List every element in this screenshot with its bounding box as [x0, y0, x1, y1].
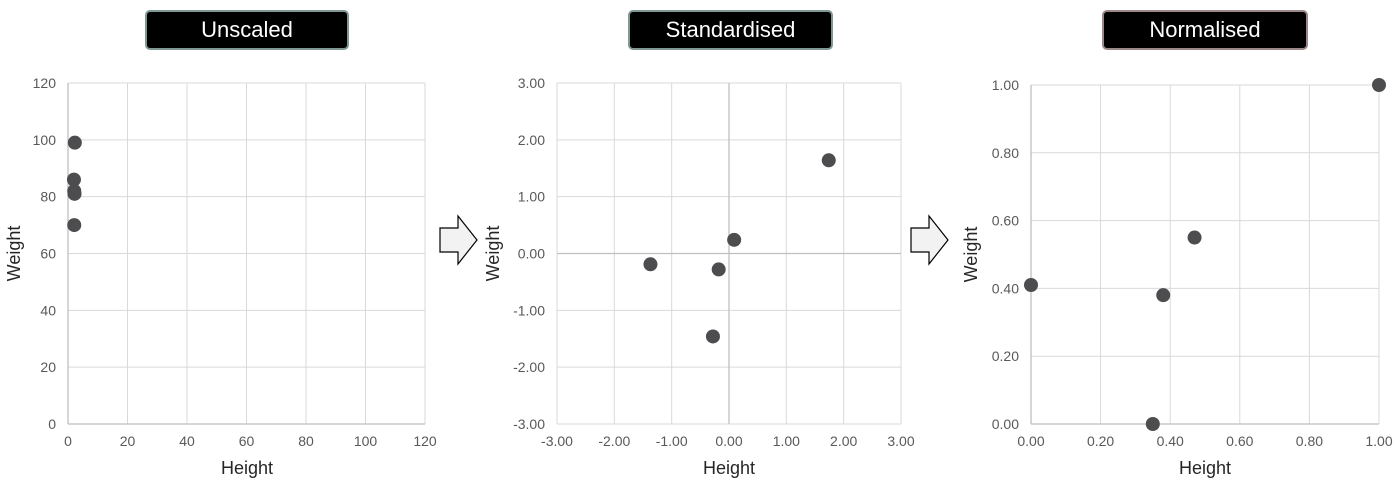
x-tick-label: 0.00 [715, 433, 742, 449]
y-tick-label: 3.00 [518, 75, 545, 91]
x-tick-label: 0.20 [1087, 433, 1114, 449]
y-tick-label: 20 [40, 359, 56, 375]
y-tick-label: 60 [40, 246, 56, 262]
x-tick-label: -2.00 [598, 433, 630, 449]
y-axis-label: Weight [4, 226, 24, 282]
y-axis-label: Weight [961, 227, 981, 283]
x-axis-label: Height [1179, 458, 1231, 478]
y-tick-label: 100 [33, 132, 57, 148]
y-axis-label: Weight [483, 226, 503, 282]
x-tick-label: 40 [179, 433, 195, 449]
x-tick-label: 2.00 [830, 433, 857, 449]
x-tick-label: -1.00 [656, 433, 688, 449]
unscaled-chart: 0 20 40 60 80 100 120 0 20 40 60 80 100 120 Height Weig… [4, 75, 437, 478]
y-tick-label: 0.40 [992, 280, 1019, 296]
y-tick-label: 80 [40, 189, 56, 205]
x-tick-label: 0.40 [1157, 433, 1184, 449]
x-tick-label: 0.80 [1296, 433, 1323, 449]
data-point [67, 186, 82, 201]
normalised-chart: 0.00 0.20 0.40 0.60 0.80 1.00 0.00 0.20 0.40 0.60… [961, 77, 1393, 478]
y-tick-label: 0.00 [992, 416, 1019, 432]
data-point [1156, 288, 1171, 303]
x-tick-label: -3.00 [541, 433, 573, 449]
right-arrow-icon [439, 214, 478, 266]
x-tick-label: 120 [413, 433, 437, 449]
data-point [705, 329, 720, 344]
data-point [67, 135, 82, 150]
y-tick-label: 120 [33, 75, 57, 91]
x-axis-label: Height [221, 458, 273, 478]
data-point [727, 232, 742, 247]
right-arrow-icon [910, 214, 949, 266]
standardised-chart: -3.00 -2.00 -1.00 0.00 1.00 2.00 3.00 -3.00 -2.0… [483, 75, 915, 478]
data-point [67, 218, 82, 233]
x-tick-label: 0 [64, 433, 72, 449]
y-tick-label: 0.20 [992, 348, 1019, 364]
y-tick-label: 0.60 [992, 213, 1019, 229]
y-tick-label: 40 [40, 302, 56, 318]
data-point [821, 153, 836, 168]
y-tick-label: 0.00 [518, 246, 545, 262]
data-point [1372, 78, 1386, 92]
chart-title-standardised: Standardised [628, 10, 833, 50]
x-tick-label: 3.00 [887, 433, 914, 449]
x-tick-label: 0.60 [1226, 433, 1253, 449]
y-tick-label: 1.00 [518, 189, 545, 205]
x-tick-label: 60 [239, 433, 255, 449]
data-point [1145, 417, 1160, 431]
x-tick-label: 1.00 [1365, 433, 1392, 449]
data-point [711, 262, 726, 277]
chart-title-normalised: Normalised [1102, 10, 1308, 50]
x-tick-label: 100 [354, 433, 378, 449]
x-tick-label: 1.00 [773, 433, 800, 449]
y-tick-label: -3.00 [513, 416, 545, 432]
x-axis-label: Height [703, 458, 755, 478]
y-tick-label: 0 [48, 416, 56, 432]
y-tick-label: -1.00 [513, 302, 545, 318]
data-point [1024, 278, 1038, 293]
y-tick-label: 2.00 [518, 132, 545, 148]
data-point [66, 172, 81, 187]
y-tick-label: 1.00 [992, 77, 1019, 93]
y-tick-label: -2.00 [513, 359, 545, 375]
data-point [1187, 230, 1202, 245]
data-point [643, 257, 658, 272]
x-tick-label: 80 [298, 433, 314, 449]
y-tick-label: 0.80 [992, 145, 1019, 161]
x-tick-label: 20 [120, 433, 136, 449]
chart-title-unscaled: Unscaled [145, 10, 349, 50]
x-tick-label: 0.00 [1017, 433, 1044, 449]
